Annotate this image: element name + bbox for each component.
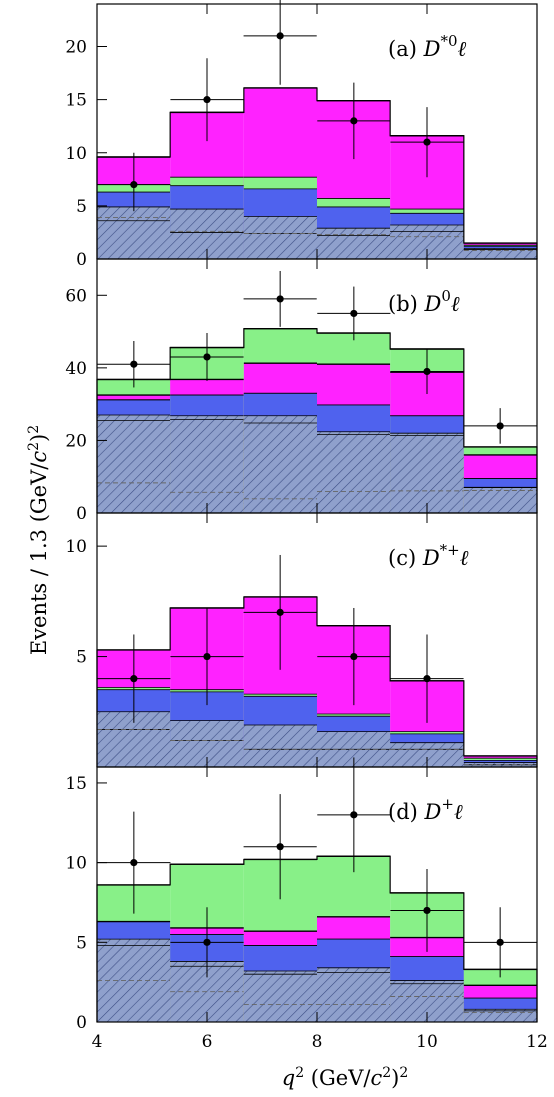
data-point xyxy=(350,309,358,318)
data-point xyxy=(130,360,138,368)
hatched-bar xyxy=(317,972,391,1022)
data-point xyxy=(423,367,431,376)
data-point xyxy=(276,295,284,303)
hatched-bar xyxy=(243,233,317,259)
y-tick-label: 0 xyxy=(76,1013,87,1033)
data-point xyxy=(203,353,211,361)
data-point xyxy=(130,181,138,189)
histogram-outline xyxy=(96,328,538,513)
hatched-bar xyxy=(390,435,464,513)
hatched-bar xyxy=(463,487,537,513)
y-tick-label: 5 xyxy=(76,933,87,953)
x-tick-label: 8 xyxy=(312,1032,323,1052)
y-tick-label: 60 xyxy=(65,286,87,306)
data-point xyxy=(350,652,358,661)
y-tick-label: 0 xyxy=(76,504,87,524)
y-tick-label: 10 xyxy=(65,144,87,164)
panel-label: (a) D*0ℓ xyxy=(388,32,466,61)
x-tick-labels: 4 6 8 10 12 xyxy=(92,1032,548,1052)
data-point xyxy=(423,906,431,915)
hatched-bar xyxy=(97,420,171,513)
data-point xyxy=(130,675,138,683)
y-tick-label: 15 xyxy=(65,774,87,794)
panel-d: 0 5 10 15 (d) D+ℓ xyxy=(65,757,538,1033)
hatched-bar xyxy=(170,419,244,513)
data-point xyxy=(203,938,211,946)
y-tick-label: 15 xyxy=(65,91,87,111)
data-point xyxy=(130,859,138,867)
data-point xyxy=(496,422,504,430)
hatched-bar xyxy=(97,945,171,1022)
y-axis-title: Events / 1.3 (GeV/c2)2 xyxy=(26,425,51,655)
data-point xyxy=(276,843,284,851)
hatched-bar xyxy=(97,220,171,259)
panel-label: (d) D+ℓ xyxy=(388,795,463,824)
y-tick-label: 10 xyxy=(65,537,87,557)
data-point xyxy=(276,32,284,40)
y-tick-label: 0 xyxy=(76,250,87,270)
y-tick-label: 5 xyxy=(76,197,87,217)
hatched-bar xyxy=(317,434,391,513)
data-point xyxy=(276,608,284,616)
panel-label: (c) D*+ℓ xyxy=(388,541,469,570)
x-tick-label: 4 xyxy=(92,1032,103,1052)
hatched-bar xyxy=(97,729,171,767)
hatched-bar xyxy=(463,249,537,259)
hatched-bar xyxy=(243,423,317,513)
x-axis-title: q2 (GeV/c2)2 xyxy=(282,1065,409,1090)
hatched-bar xyxy=(317,235,391,259)
histogram-outline xyxy=(96,855,538,1022)
y-tick-label: 10 xyxy=(65,854,87,874)
y-tick-label: 40 xyxy=(65,359,87,379)
y-tick-label: 20 xyxy=(65,431,87,451)
hatched-bar xyxy=(243,749,317,767)
data-point xyxy=(496,938,504,946)
panel-a: 0 5 10 15 20 (a) D*0ℓ xyxy=(65,0,538,270)
histogram-outline xyxy=(96,596,538,767)
y-tick-label: 5 xyxy=(76,648,87,668)
hatched-bar xyxy=(463,764,537,767)
data-point xyxy=(203,96,211,104)
x-tick-label: 12 xyxy=(526,1032,548,1052)
hatched-bar xyxy=(243,974,317,1022)
data-point xyxy=(350,811,358,819)
data-point xyxy=(350,117,358,125)
x-tick-label: 10 xyxy=(416,1032,438,1052)
panels: 0 5 10 15 20 (a) D*0ℓ 0 20 40 60 (b) D0ℓ 5 10 (c) D*+… xyxy=(65,0,538,1033)
panel-c: 5 10 (c) D*+ℓ xyxy=(65,512,538,768)
histogram-outline xyxy=(96,87,538,259)
data-point xyxy=(423,138,431,146)
panel-label: (b) D0ℓ xyxy=(388,287,460,316)
hatched-bar xyxy=(463,1010,537,1022)
data-point xyxy=(423,675,431,683)
y-tick-label: 20 xyxy=(65,38,87,58)
x-tick-label: 6 xyxy=(202,1032,213,1052)
panel-b: 0 20 40 60 (b) D0ℓ xyxy=(65,258,538,524)
data-point xyxy=(203,652,211,661)
